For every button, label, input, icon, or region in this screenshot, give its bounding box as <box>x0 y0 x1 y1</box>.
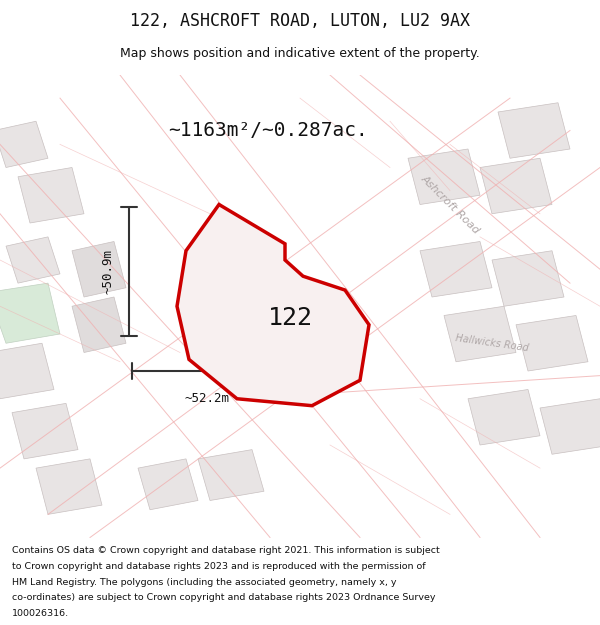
Polygon shape <box>6 237 60 283</box>
Polygon shape <box>12 403 78 459</box>
Polygon shape <box>492 251 564 306</box>
Text: ~52.2m: ~52.2m <box>185 392 229 405</box>
Polygon shape <box>540 399 600 454</box>
Polygon shape <box>480 158 552 214</box>
Polygon shape <box>0 121 48 168</box>
Text: Map shows position and indicative extent of the property.: Map shows position and indicative extent… <box>120 48 480 61</box>
Polygon shape <box>468 389 540 445</box>
Text: 122, ASHCROFT ROAD, LUTON, LU2 9AX: 122, ASHCROFT ROAD, LUTON, LU2 9AX <box>130 12 470 30</box>
Polygon shape <box>198 449 264 501</box>
Text: to Crown copyright and database rights 2023 and is reproduced with the permissio: to Crown copyright and database rights 2… <box>12 562 425 571</box>
Polygon shape <box>420 241 492 297</box>
Polygon shape <box>516 316 588 371</box>
Polygon shape <box>36 459 102 514</box>
Text: co-ordinates) are subject to Crown copyright and database rights 2023 Ordnance S: co-ordinates) are subject to Crown copyr… <box>12 594 436 602</box>
Polygon shape <box>0 343 54 399</box>
Polygon shape <box>177 204 369 406</box>
Polygon shape <box>408 149 480 204</box>
Text: ~1163m²/~0.287ac.: ~1163m²/~0.287ac. <box>168 121 368 140</box>
Polygon shape <box>18 168 84 223</box>
Polygon shape <box>498 102 570 158</box>
Polygon shape <box>0 283 60 343</box>
Polygon shape <box>138 459 198 510</box>
Text: 122: 122 <box>268 306 313 329</box>
Text: Hallwicks Road: Hallwicks Road <box>455 333 529 353</box>
Text: ~50.9m: ~50.9m <box>101 249 114 294</box>
Text: Ashcroft Road: Ashcroft Road <box>419 173 481 236</box>
Polygon shape <box>72 241 126 297</box>
Polygon shape <box>444 306 516 362</box>
Text: 100026316.: 100026316. <box>12 609 69 618</box>
Polygon shape <box>72 297 126 352</box>
Text: Ashcroft Road: Ashcroft Road <box>287 296 337 362</box>
Text: HM Land Registry. The polygons (including the associated geometry, namely x, y: HM Land Registry. The polygons (includin… <box>12 578 397 587</box>
Text: Contains OS data © Crown copyright and database right 2021. This information is : Contains OS data © Crown copyright and d… <box>12 546 440 555</box>
